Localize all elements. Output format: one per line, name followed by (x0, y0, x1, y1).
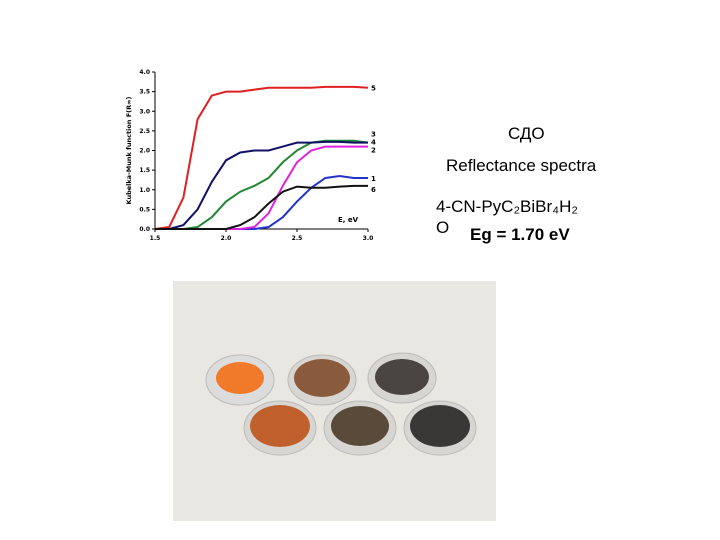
compound: 4-CN-PyC₂BiBr₄H₂O (436, 197, 578, 237)
series-label: 1 (371, 175, 376, 183)
y-tick-label: 4.0 (139, 69, 150, 76)
series-line (154, 85, 369, 230)
series-line (155, 184, 368, 230)
series-label: 6 (371, 186, 376, 194)
series-label: 5 (371, 85, 376, 93)
photo (173, 281, 496, 521)
powder (216, 362, 264, 394)
y-tick-label: 3.5 (139, 89, 150, 96)
powder (294, 359, 350, 397)
y-tick-label: 0.0 (139, 226, 150, 233)
chart-bg (115, 55, 383, 260)
subheading: Reflectance spectra (446, 156, 597, 175)
powder (410, 405, 470, 447)
y-tick-label: 1.5 (139, 167, 150, 174)
x-axis-label: E, eV (338, 216, 359, 224)
y-tick-label: 2.5 (139, 128, 150, 135)
series-label: 4 (371, 139, 376, 147)
band-gap: Eg = 1.70 eV (470, 225, 570, 244)
x-tick-label: 1.5 (150, 235, 161, 242)
y-axis-label: Kubelka-Munk function F(R∞) (125, 96, 133, 204)
series-label: 3 (371, 131, 376, 139)
y-tick-label: 0.5 (139, 206, 150, 213)
series-line (155, 140, 368, 230)
x-tick-label: 2.0 (221, 235, 232, 242)
y-tick-label: 1.0 (139, 187, 150, 194)
powder (331, 406, 389, 446)
powder (250, 405, 310, 447)
x-tick-label: 3.0 (363, 235, 374, 242)
y-tick-label: 3.0 (139, 108, 150, 115)
heading: СДО (508, 124, 545, 143)
y-tick-label: 2.0 (139, 148, 150, 155)
powder (375, 359, 429, 395)
series-label: 2 (371, 147, 376, 155)
x-tick-label: 2.5 (292, 235, 303, 242)
